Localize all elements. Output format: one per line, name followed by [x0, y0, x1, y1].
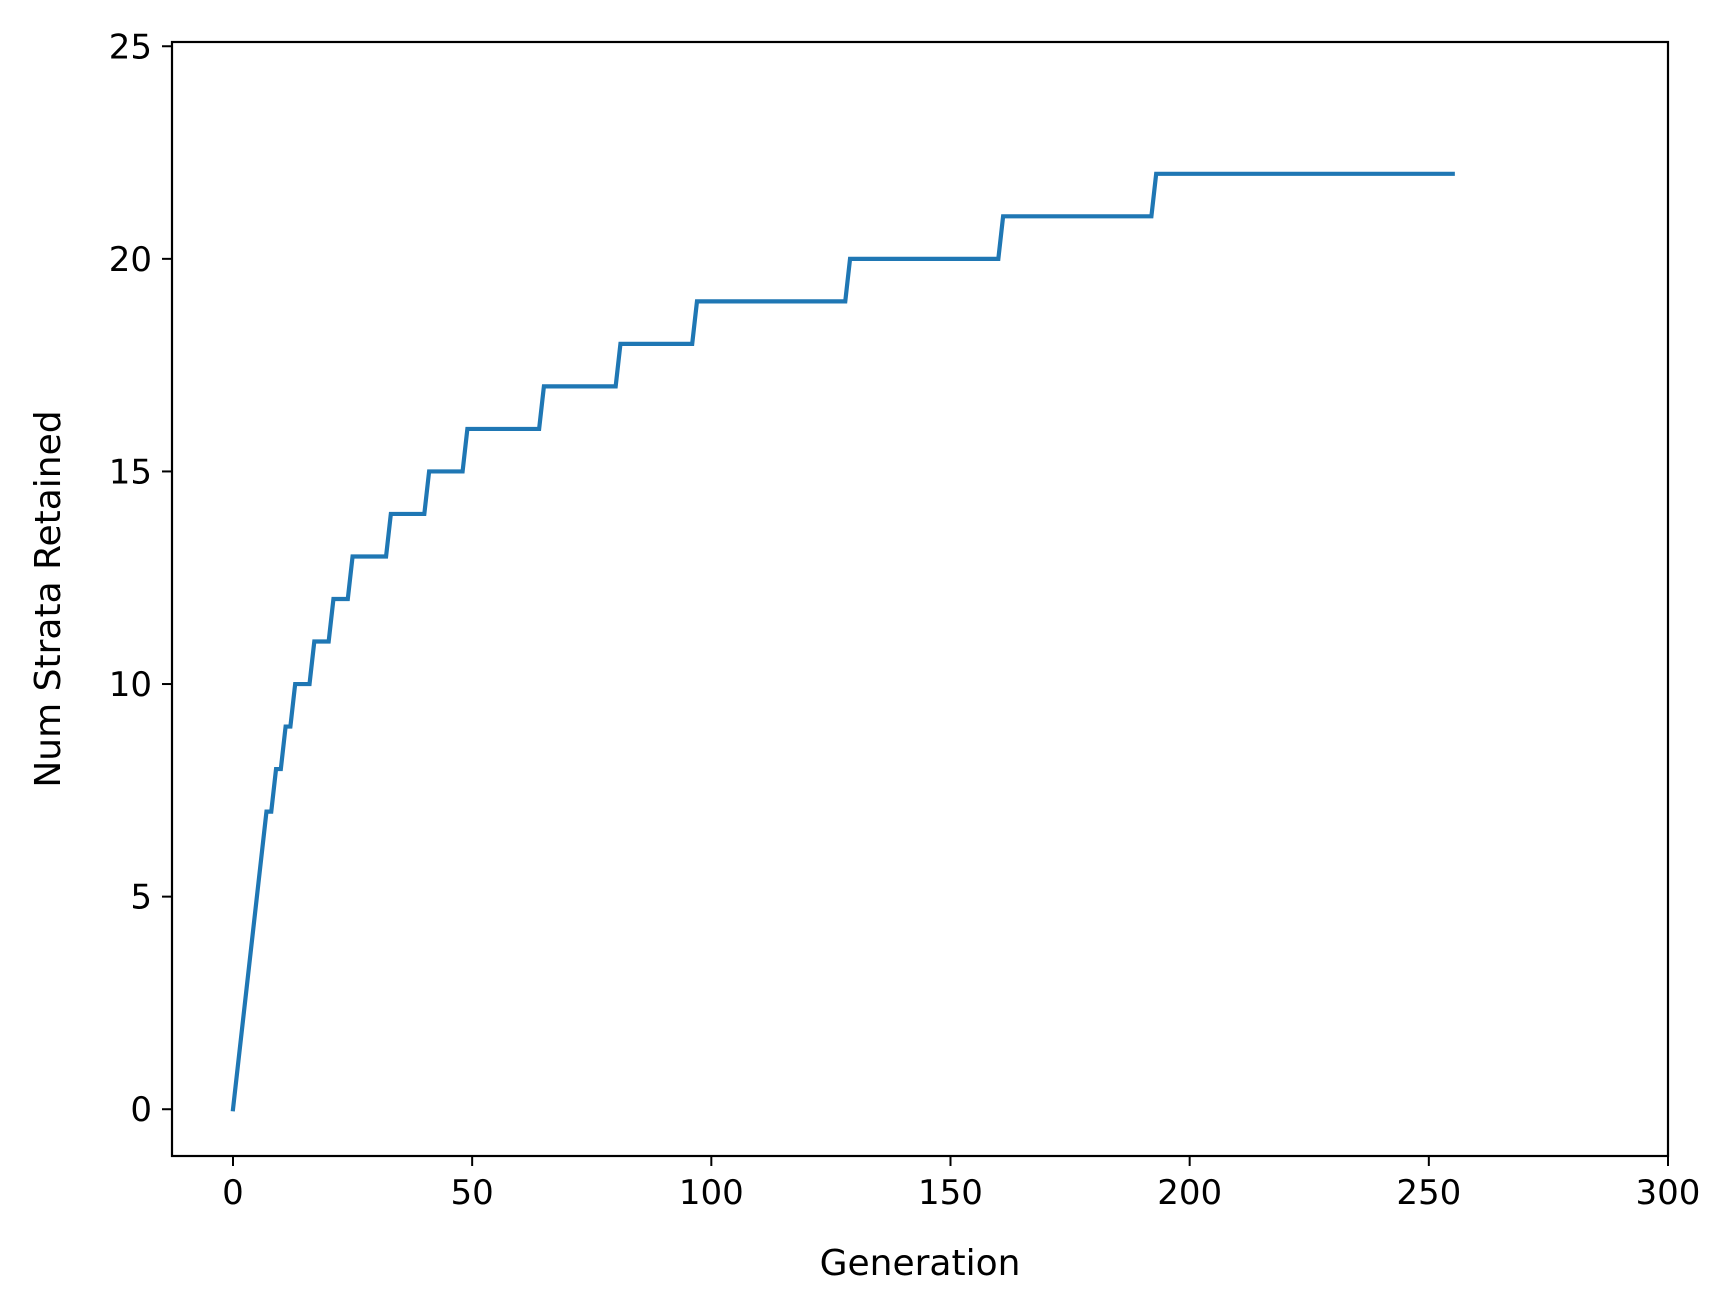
x-tick-label: 0 [222, 1173, 244, 1213]
x-tick-label: 300 [1636, 1173, 1701, 1213]
x-tick-label: 250 [1396, 1173, 1461, 1213]
x-axis-label: Generation [820, 1243, 1021, 1284]
x-tick-label: 150 [918, 1173, 983, 1213]
y-axis-label: Num Strata Retained [28, 410, 69, 787]
y-tick-label: 10 [109, 665, 152, 705]
x-tick-label: 100 [679, 1173, 744, 1213]
x-tick-label: 200 [1157, 1173, 1222, 1213]
series-line [230, 171, 1455, 1112]
x-tick-label: 50 [451, 1173, 494, 1213]
y-tick-label: 15 [109, 452, 152, 492]
y-tick-label: 20 [109, 240, 152, 280]
y-axis-ticks: 0 5 10 15 20 25 [109, 27, 172, 1130]
y-tick-label: 0 [130, 1090, 152, 1130]
plot-frame [170, 40, 1670, 1158]
x-axis-ticks: 0 50 100 150 200 250 300 [222, 1156, 1700, 1213]
y-tick-label: 25 [109, 27, 152, 67]
series-layer [230, 171, 1455, 1112]
y-tick-label: 5 [130, 878, 152, 918]
